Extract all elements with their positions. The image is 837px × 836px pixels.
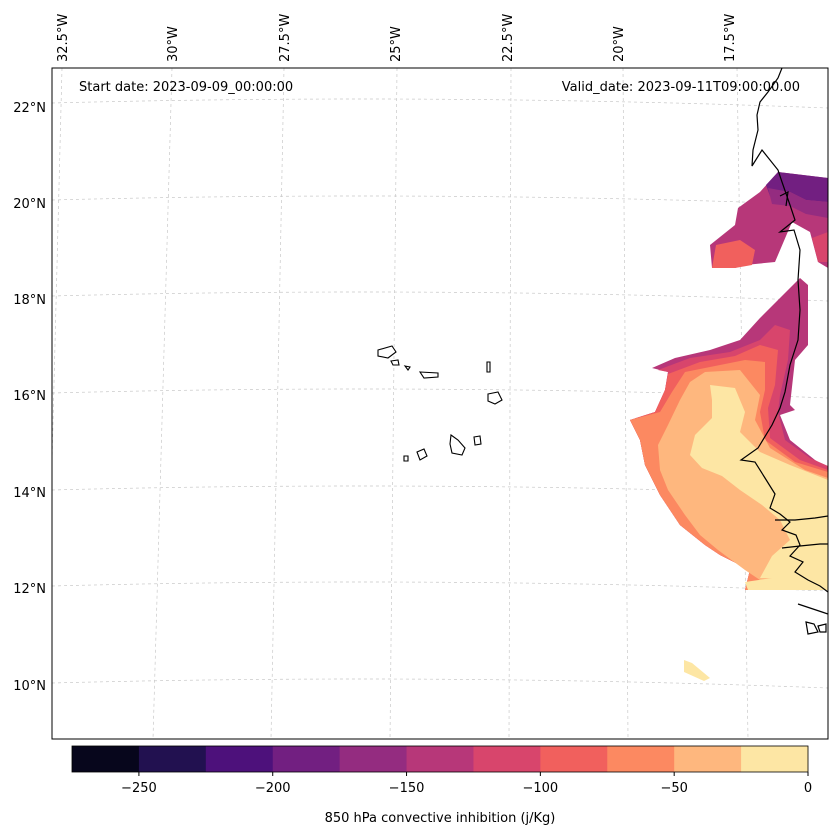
lat-label: 12°N (13, 582, 46, 597)
guinea-bissau-coast (797, 603, 828, 615)
cin-contour-south-pale (690, 385, 828, 580)
colorbar-tick-label: −100 (523, 781, 559, 796)
coastline (739, 68, 828, 635)
colorbar: −250 −200 −150 −100 −50 0 (71, 745, 812, 796)
start-date-label: Start date: 2023-09-09_00:00:00 (79, 80, 293, 95)
cin-contour-north-east-light (812, 232, 828, 262)
colorbar-swatch (72, 746, 140, 772)
colorbar-swatch (674, 746, 742, 772)
island-sao-nicolau (418, 371, 439, 379)
colorbar-swatch (339, 746, 408, 772)
cape-verde-islands (377, 345, 503, 462)
lon-label: 17.5°W (723, 14, 738, 62)
island-boa-vista (487, 391, 503, 405)
island-brava (403, 455, 409, 462)
longitude-labels: 32.5°W 30°W 27.5°W 25°W 22.5°W 20°W 17.5… (56, 14, 738, 62)
colorbar-swatch (205, 746, 274, 772)
colorbar-tick-label: −200 (255, 781, 291, 796)
colorbar-swatch (540, 746, 608, 772)
lon-label: 20°W (612, 26, 627, 62)
island-santiago (449, 434, 466, 456)
casamance-estuary (781, 543, 828, 549)
map-frame (51, 67, 829, 740)
latitude-labels: 22°N 20°N 18°N 16°N 14°N 12°N 10°N (13, 101, 46, 694)
colorbar-swatch (406, 746, 474, 772)
cin-contour-fills (630, 172, 828, 681)
island-sao-vicente (390, 359, 400, 366)
lon-label: 25°W (389, 26, 404, 62)
colorbar-swatch (741, 746, 809, 772)
island-fogo (416, 448, 428, 461)
colorbar-tick-label: −150 (389, 781, 425, 796)
colorbar-tick-label: 0 (804, 781, 812, 796)
graticule (52, 68, 828, 739)
lat-label: 10°N (13, 679, 46, 694)
bissagos-islands (805, 621, 827, 635)
lat-label: 22°N (13, 101, 46, 116)
gambia-river (775, 515, 828, 521)
colorbar-tick-label: −50 (660, 781, 687, 796)
lat-label: 20°N (13, 197, 46, 212)
lat-label: 16°N (13, 389, 46, 404)
island-maio (473, 435, 482, 446)
colorbar-swatch (473, 746, 541, 772)
lon-label: 22.5°W (501, 14, 516, 62)
lat-label: 14°N (13, 486, 46, 501)
coast-estuary-north (779, 190, 789, 207)
cin-contour-south-blob (684, 660, 710, 681)
island-sal (486, 361, 491, 373)
lon-label: 32.5°W (56, 14, 71, 62)
lon-label: 30°W (166, 26, 181, 62)
valid-date-label: Valid_date: 2023-09-11T09:00:00.00 (562, 80, 800, 95)
colorbar-label: 850 hPa convective inhibition (j/Kg) (325, 811, 556, 826)
colorbar-swatch (138, 746, 207, 772)
cin-contour-north-light (712, 240, 755, 268)
african-coastline (739, 68, 828, 593)
lat-label: 18°N (13, 293, 46, 308)
cin-contour-south-pale-east (745, 570, 828, 590)
cin-contour-north-mid (768, 188, 828, 218)
colorbar-swatch (607, 746, 675, 772)
colorbar-border (71, 745, 809, 773)
island-santa-luzia (403, 365, 411, 371)
colorbar-tick-label: −250 (121, 781, 157, 796)
colorbar-swatch (272, 746, 341, 772)
lon-label: 27.5°W (278, 14, 293, 62)
island-santo-antao (377, 345, 397, 359)
